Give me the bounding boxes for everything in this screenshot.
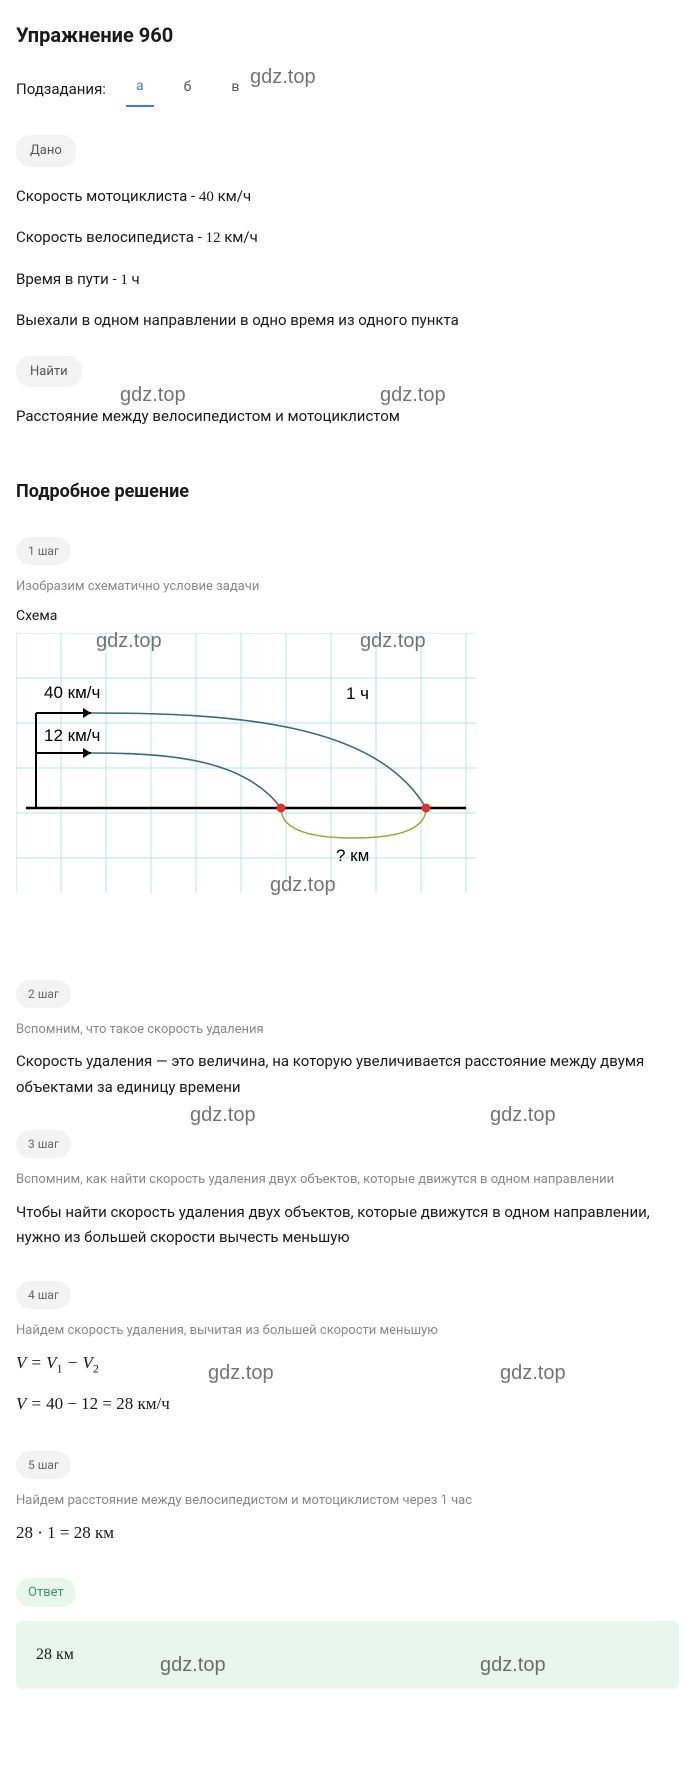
subtasks-label: Подзадания: — [16, 78, 106, 101]
given-pill: Дано — [16, 135, 76, 167]
subtasks-row: Подзадания: а б в — [16, 72, 679, 107]
answer-value: 28 — [36, 1646, 52, 1663]
step-3-body: Чтобы найти скорость удаления двух объек… — [16, 1200, 679, 1251]
f-minus: − — [62, 1353, 82, 1372]
tab-b[interactable]: б — [174, 73, 202, 106]
watermark: gdz.top — [190, 1100, 256, 1130]
f-eq: = — [26, 1353, 46, 1372]
given-prefix: Скорость велосипедиста - — [16, 228, 205, 246]
given-value: 40 — [199, 189, 214, 205]
step-4-pill: 4 шаг — [16, 1281, 71, 1309]
step-5-intro: Найдем расстояние между велосипедистом и… — [16, 1491, 679, 1511]
f-expr: 28 · 1 = 28 — [16, 1523, 91, 1542]
tab-v[interactable]: в — [221, 73, 249, 106]
step-5-pill: 5 шаг — [16, 1451, 71, 1479]
given-prefix: Время в пути - — [16, 270, 120, 288]
f-r2: V — [82, 1353, 92, 1372]
given-value: 12 — [205, 230, 220, 246]
find-text: Расстояние между велосипедистом и мотоци… — [16, 405, 679, 428]
step-2-intro: Вспомним, что такое скорость удаления — [16, 1020, 679, 1040]
svg-text:12 км/ч: 12 км/ч — [44, 726, 100, 745]
step-1-intro: Изобразим схематично условие задачи — [16, 577, 679, 597]
f-unit: км/ч — [133, 1394, 170, 1413]
step-2-pill: 2 шаг — [16, 980, 71, 1008]
answer-pill: Ответ — [16, 1578, 76, 1608]
find-pill: Найти — [16, 356, 82, 388]
f-r1: V — [46, 1353, 56, 1372]
svg-text:1 ч: 1 ч — [346, 684, 369, 703]
step-2-body: Скорость удаления — это величина, на кот… — [16, 1049, 679, 1100]
given-unit: ч — [128, 270, 140, 288]
given-line: Скорость мотоциклиста - 40 км/ч — [16, 185, 679, 209]
tab-a[interactable]: а — [126, 72, 154, 107]
page-title: Упражнение 960 — [16, 20, 679, 50]
solution-title: Подробное решение — [16, 478, 679, 505]
step-4-intro: Найдем скорость удаления, вычитая из бол… — [16, 1321, 679, 1341]
f-s2: 2 — [93, 1361, 99, 1375]
watermark: gdz.top — [490, 1100, 556, 1130]
f-eq: = — [26, 1394, 46, 1413]
given-value: 1 — [120, 272, 128, 288]
step-4-formula-2: V = 40 − 12 = 28 км/ч — [16, 1391, 679, 1417]
answer-unit: км — [52, 1646, 74, 1663]
svg-text:40 км/ч: 40 км/ч — [44, 683, 100, 702]
given-line: Выехали в одном направлении в одно время… — [16, 309, 679, 332]
given-line: Скорость велосипедиста - 12 км/ч — [16, 226, 679, 250]
given-prefix: Выехали в одном направлении в одно время… — [16, 311, 459, 329]
given-prefix: Скорость мотоциклиста - — [16, 187, 199, 205]
f-lhs: V — [16, 1394, 26, 1413]
f-expr: 40 − 12 = 28 — [46, 1394, 133, 1413]
diagram: 40 км/ч 12 км/ч 1 ч ? км — [16, 633, 679, 900]
f-unit: км — [91, 1523, 114, 1542]
given-unit: км/ч — [214, 187, 251, 205]
svg-text:? км: ? км — [336, 846, 369, 865]
step-1-pill: 1 шаг — [16, 537, 71, 565]
answer-box: 28 км — [16, 1621, 679, 1689]
step-3-intro: Вспомним, как найти скорость удаления дв… — [16, 1170, 679, 1190]
diagram-svg: 40 км/ч 12 км/ч 1 ч ? км — [16, 633, 476, 893]
step-4-formula-1: V = V1 − V2 — [16, 1350, 679, 1377]
given-unit: км/ч — [220, 228, 257, 246]
f-lhs: V — [16, 1353, 26, 1372]
step-3-pill: 3 шаг — [16, 1130, 71, 1158]
given-line: Время в пути - 1 ч — [16, 268, 679, 292]
step-5-formula: 28 · 1 = 28 км — [16, 1520, 679, 1546]
schema-label: Схема — [16, 606, 679, 627]
